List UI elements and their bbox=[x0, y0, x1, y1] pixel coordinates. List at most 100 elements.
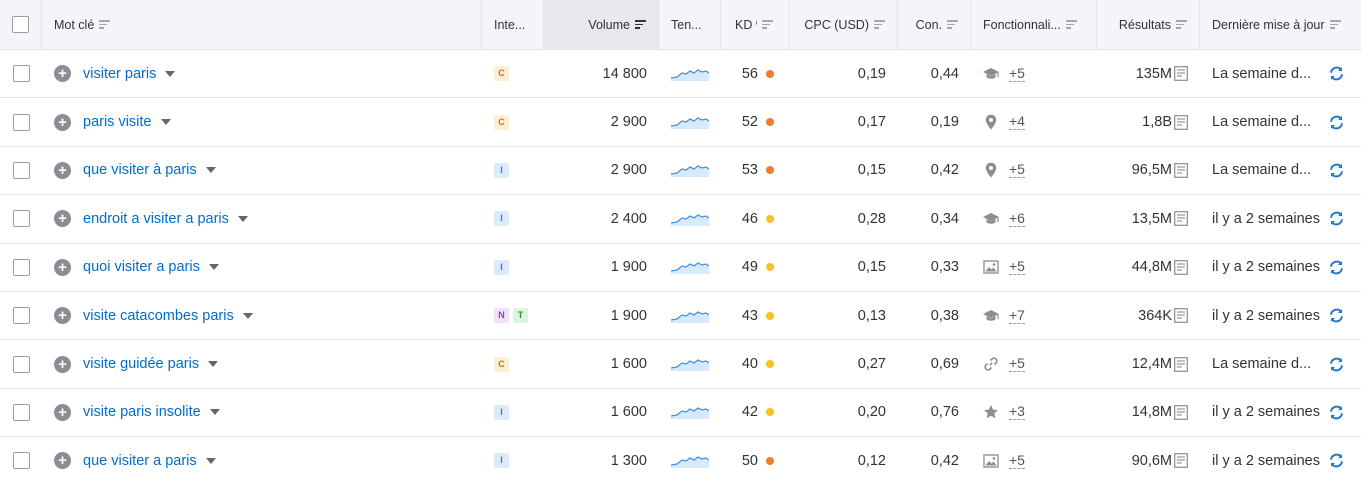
trend-cell[interactable] bbox=[659, 340, 721, 387]
row-checkbox[interactable] bbox=[12, 403, 30, 421]
serp-document-icon[interactable] bbox=[1174, 308, 1188, 324]
sort-icon[interactable] bbox=[762, 20, 773, 29]
select-all-checkbox[interactable] bbox=[12, 16, 29, 33]
trend-cell[interactable] bbox=[659, 292, 721, 339]
add-keyword-icon[interactable]: + bbox=[54, 161, 71, 179]
keyword-link[interactable]: visiter paris bbox=[83, 65, 157, 82]
add-keyword-icon[interactable]: + bbox=[54, 452, 71, 470]
results-cell: 44,8M bbox=[1097, 244, 1200, 291]
features-count[interactable]: +5 bbox=[1009, 64, 1025, 82]
intent-cell: I bbox=[482, 389, 544, 436]
chevron-down-icon[interactable] bbox=[205, 167, 216, 174]
features-count[interactable]: +6 bbox=[1009, 209, 1025, 227]
row-checkbox[interactable] bbox=[12, 258, 30, 276]
serp-document-icon[interactable] bbox=[1174, 163, 1188, 178]
refresh-icon[interactable] bbox=[1328, 162, 1345, 179]
add-keyword-icon[interactable]: + bbox=[54, 65, 71, 83]
sort-icon[interactable] bbox=[99, 20, 111, 29]
trend-cell[interactable] bbox=[659, 244, 721, 291]
features-count[interactable]: +5 bbox=[1009, 258, 1025, 276]
table-row: + visiter paris C 14 800 56 0,19 0,44 +5 bbox=[0, 50, 1361, 99]
keyword-link[interactable]: visite catacombes paris bbox=[83, 307, 234, 324]
refresh-icon[interactable] bbox=[1328, 356, 1345, 373]
features-count[interactable]: +4 bbox=[1009, 113, 1025, 131]
header-trend[interactable]: Ten... bbox=[659, 0, 721, 49]
header-keyword[interactable]: Mot clé bbox=[42, 0, 482, 49]
chevron-down-icon[interactable] bbox=[205, 457, 216, 464]
sort-icon[interactable] bbox=[874, 20, 885, 29]
trend-cell[interactable] bbox=[659, 195, 721, 242]
add-keyword-icon[interactable]: + bbox=[54, 210, 71, 228]
chevron-down-icon[interactable] bbox=[242, 312, 253, 319]
header-kd[interactable]: KD % bbox=[721, 0, 790, 49]
table-row: + visite paris insolite I 1 600 42 0,20 … bbox=[0, 388, 1361, 438]
chevron-down-icon[interactable] bbox=[160, 119, 171, 126]
header-results[interactable]: Résultats bbox=[1097, 0, 1200, 49]
refresh-icon[interactable] bbox=[1328, 114, 1345, 131]
sort-active-icon[interactable] bbox=[635, 20, 646, 29]
serp-document-icon[interactable] bbox=[1174, 211, 1188, 227]
header-competition[interactable]: Con. bbox=[898, 0, 971, 49]
refresh-icon[interactable] bbox=[1328, 210, 1345, 227]
chevron-down-icon[interactable] bbox=[208, 361, 219, 368]
features-count[interactable]: +3 bbox=[1009, 403, 1025, 421]
serp-document-icon[interactable] bbox=[1174, 66, 1188, 82]
keyword-link[interactable]: quoi visiter a paris bbox=[83, 259, 200, 276]
trend-cell[interactable] bbox=[659, 389, 721, 436]
serp-document-icon[interactable] bbox=[1174, 453, 1188, 469]
chevron-down-icon[interactable] bbox=[237, 215, 248, 222]
row-checkbox[interactable] bbox=[12, 210, 30, 228]
chevron-down-icon[interactable] bbox=[165, 70, 176, 77]
add-keyword-icon[interactable]: + bbox=[54, 307, 71, 325]
refresh-icon[interactable] bbox=[1328, 452, 1345, 469]
refresh-icon[interactable] bbox=[1328, 65, 1345, 82]
sort-icon[interactable] bbox=[947, 20, 958, 29]
refresh-icon[interactable] bbox=[1328, 307, 1345, 324]
chevron-down-icon[interactable] bbox=[209, 409, 220, 416]
sort-icon[interactable] bbox=[1176, 20, 1187, 29]
add-keyword-icon[interactable]: + bbox=[54, 403, 71, 421]
row-checkbox[interactable] bbox=[12, 307, 30, 325]
trend-cell[interactable] bbox=[659, 98, 721, 145]
features-count[interactable]: +5 bbox=[1009, 161, 1025, 179]
add-keyword-icon[interactable]: + bbox=[54, 355, 71, 373]
keyword-link[interactable]: que visiter à paris bbox=[83, 162, 197, 179]
refresh-icon[interactable] bbox=[1328, 404, 1345, 421]
features-count[interactable]: +7 bbox=[1009, 306, 1025, 324]
header-features[interactable]: Fonctionnali... bbox=[971, 0, 1097, 49]
keyword-link[interactable]: visite paris insolite bbox=[83, 404, 201, 421]
header-volume[interactable]: Volume bbox=[544, 0, 659, 49]
trend-cell[interactable] bbox=[659, 50, 721, 97]
results-cell: 12,4M bbox=[1097, 340, 1200, 387]
trend-cell[interactable] bbox=[659, 437, 721, 478]
volume-value: 2 900 bbox=[610, 162, 647, 179]
trend-cell[interactable] bbox=[659, 147, 721, 194]
serp-document-icon[interactable] bbox=[1174, 356, 1188, 372]
keyword-link[interactable]: endroit a visiter a paris bbox=[83, 210, 229, 227]
add-keyword-icon[interactable]: + bbox=[54, 113, 71, 131]
sort-icon[interactable] bbox=[1065, 20, 1077, 29]
competition-value: 0,69 bbox=[930, 356, 959, 373]
features-count[interactable]: +5 bbox=[1009, 451, 1025, 469]
row-checkbox[interactable] bbox=[12, 65, 30, 83]
serp-document-icon[interactable] bbox=[1174, 114, 1188, 130]
sort-icon[interactable] bbox=[1329, 20, 1341, 29]
row-checkbox[interactable] bbox=[12, 452, 30, 470]
header-last-update[interactable]: Dernière mise à jour bbox=[1200, 0, 1361, 49]
header-cpc[interactable]: CPC (USD) bbox=[790, 0, 898, 49]
features-count[interactable]: +5 bbox=[1009, 355, 1025, 373]
refresh-icon[interactable] bbox=[1328, 259, 1345, 276]
row-checkbox[interactable] bbox=[12, 113, 30, 131]
add-keyword-icon[interactable]: + bbox=[54, 258, 71, 276]
competition-cell: 0,42 bbox=[898, 437, 971, 478]
keyword-link[interactable]: que visiter a paris bbox=[83, 452, 197, 469]
row-checkbox[interactable] bbox=[12, 355, 30, 373]
chevron-down-icon[interactable] bbox=[208, 264, 219, 271]
serp-document-icon[interactable] bbox=[1174, 259, 1188, 275]
keyword-link[interactable]: paris visite bbox=[83, 114, 152, 131]
keyword-link[interactable]: visite guidée paris bbox=[83, 356, 200, 373]
features-cell: +5 bbox=[971, 437, 1097, 478]
row-checkbox[interactable] bbox=[12, 161, 30, 179]
header-intent[interactable]: Inte... bbox=[482, 0, 544, 49]
serp-document-icon[interactable] bbox=[1174, 405, 1188, 420]
